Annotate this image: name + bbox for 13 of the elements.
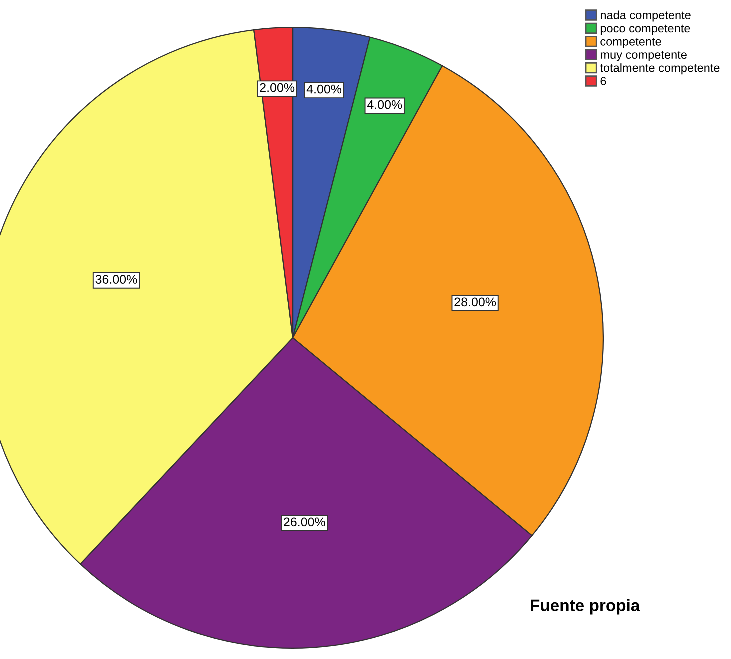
source-note: Fuente propia [531,599,640,615]
legend-label: nada competente [600,10,691,22]
data-label: 26.00% [284,518,326,527]
data-label: 4.00% [367,100,402,110]
legend-label: muy competente [600,51,687,62]
data-label: 36.00% [96,275,138,284]
legend-label: 6 [600,77,606,86]
legend-label: competente [600,38,662,48]
legend-label: poco competente [600,24,690,35]
data-label: 28.00% [454,298,496,307]
data-label: 2.00% [260,83,295,92]
data-label: 4.00% [306,84,342,94]
legend-label: totalmente competente [600,64,720,75]
